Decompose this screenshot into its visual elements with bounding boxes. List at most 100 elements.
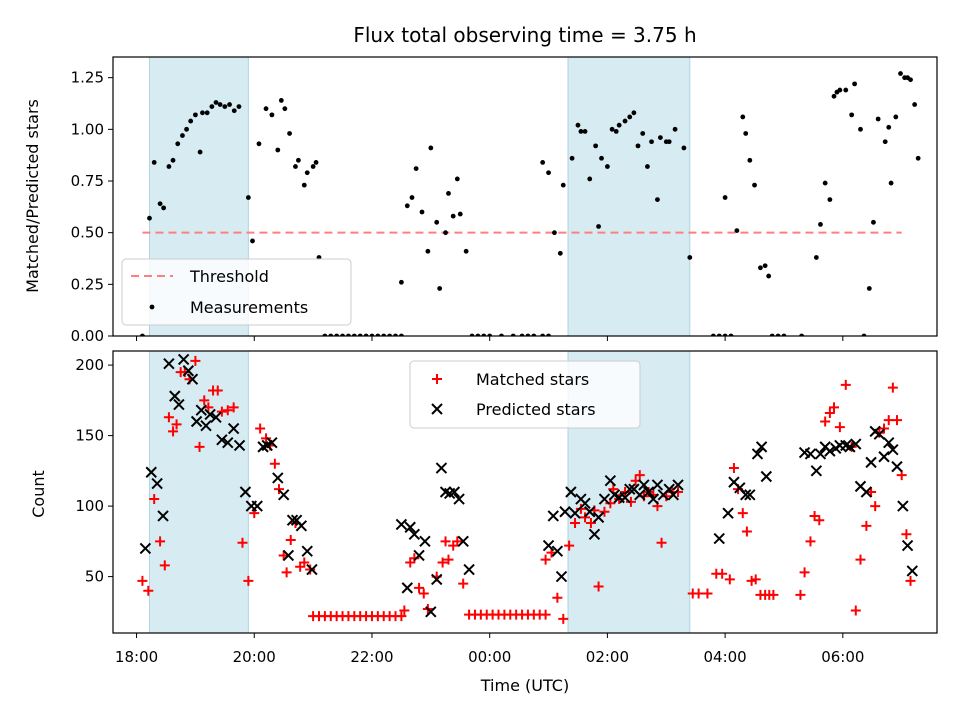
predicted-star-point bbox=[404, 521, 416, 533]
matched-star-point bbox=[599, 506, 610, 517]
bottom-y-tick-label: 100 bbox=[75, 497, 104, 515]
predicted-star-point bbox=[295, 520, 308, 532]
predicted-star-point bbox=[173, 398, 185, 411]
predicted-star-point bbox=[744, 489, 756, 501]
predicted-star-point bbox=[619, 491, 631, 504]
measurement-point bbox=[175, 141, 181, 147]
matched-star-point bbox=[814, 515, 825, 526]
measurement-point bbox=[852, 81, 857, 87]
measurement-point bbox=[613, 129, 619, 134]
predicted-star-point bbox=[824, 445, 836, 457]
measurement-point bbox=[227, 102, 232, 107]
matched-star-point bbox=[243, 575, 254, 586]
matched-star-point bbox=[634, 470, 645, 481]
matched-star-point bbox=[580, 512, 591, 523]
measurement-point bbox=[546, 170, 551, 176]
measurement-point bbox=[616, 122, 622, 128]
predicted-star-point bbox=[547, 510, 559, 522]
top-y-tick-label: 0.00 bbox=[71, 327, 104, 345]
measurement-point bbox=[866, 286, 872, 291]
predicted-star-point bbox=[157, 510, 169, 522]
measurement-point bbox=[849, 112, 855, 118]
matched-star-point bbox=[879, 423, 890, 434]
matched-star-point bbox=[593, 581, 604, 592]
top-series-measurements bbox=[140, 71, 921, 336]
predicted-star-point bbox=[559, 506, 571, 518]
matched-star-point bbox=[905, 575, 916, 586]
predicted-star-point bbox=[395, 518, 408, 531]
matched-star-point bbox=[824, 408, 835, 419]
measurement-point bbox=[313, 160, 319, 165]
measurement-point bbox=[180, 133, 185, 138]
matched-star-point bbox=[440, 536, 451, 547]
measurement-point bbox=[428, 145, 434, 151]
measurement-point bbox=[166, 164, 172, 169]
measurement-point bbox=[645, 164, 650, 169]
measurement-point bbox=[204, 110, 210, 116]
predicted-star-point bbox=[569, 507, 581, 519]
matched-star-point bbox=[724, 574, 735, 585]
top-legend: Threshold Measurements bbox=[121, 258, 352, 326]
predicted-star-point bbox=[457, 535, 469, 548]
predicted-star-point bbox=[598, 493, 611, 505]
predicted-star-point bbox=[860, 486, 873, 498]
predicted-star-point bbox=[301, 545, 313, 557]
predicted-star-point bbox=[177, 353, 190, 366]
matched-star-point bbox=[443, 554, 454, 565]
measurement-point bbox=[657, 135, 663, 141]
predicted-star-point bbox=[897, 500, 909, 512]
predicted-star-point bbox=[186, 373, 199, 385]
measurement-point bbox=[275, 147, 281, 153]
measurement-point bbox=[888, 180, 894, 186]
top-y-tick-label: 1.25 bbox=[71, 69, 104, 87]
matched-star-point bbox=[901, 529, 912, 540]
measurement-point bbox=[250, 238, 255, 244]
predicted-star-point bbox=[431, 573, 443, 586]
measurement-point bbox=[687, 255, 693, 260]
predicted-star-point bbox=[713, 532, 725, 545]
matched-star-point bbox=[269, 458, 280, 469]
top-shaded-span bbox=[567, 57, 691, 336]
measurement-point bbox=[446, 191, 451, 196]
matched-star-point bbox=[558, 613, 569, 624]
matched-star-point bbox=[299, 557, 310, 568]
predicted-star-point bbox=[883, 436, 895, 449]
matched-star-point bbox=[805, 536, 816, 547]
matched-star-point bbox=[564, 540, 575, 551]
bottom-legend-box bbox=[409, 360, 641, 429]
predicted-star-point bbox=[182, 365, 195, 377]
predicted-star-point bbox=[844, 441, 856, 453]
measurement-point bbox=[147, 215, 152, 221]
x-tick-label: 18:00 bbox=[115, 648, 158, 666]
measurement-point bbox=[740, 114, 746, 120]
measurement-point bbox=[837, 87, 843, 93]
predicted-star-point bbox=[216, 434, 228, 446]
x-tick-label: 00:00 bbox=[468, 648, 511, 666]
predicted-star-point bbox=[873, 428, 886, 440]
predicted-star-point bbox=[282, 549, 295, 562]
matched-star-point bbox=[418, 588, 429, 599]
predicted-star-point bbox=[887, 443, 899, 456]
x-tick-label: 20:00 bbox=[233, 648, 276, 666]
matched-star-point bbox=[717, 568, 728, 579]
matched-star-point bbox=[575, 503, 586, 514]
matched-star-point bbox=[750, 574, 761, 585]
matched-star-point bbox=[149, 494, 160, 505]
predicted-star-point bbox=[663, 483, 675, 495]
legend-matched-label: Matched stars bbox=[476, 370, 589, 389]
measurement-point bbox=[635, 143, 641, 149]
matched-star-point bbox=[255, 423, 266, 434]
predicted-star-point bbox=[740, 489, 752, 501]
predicted-star-point bbox=[453, 493, 465, 505]
predicted-star-point bbox=[901, 539, 914, 552]
top-panel: 0.00 0.25 0.50 0.75 1.00 1.25 Threshold Measure… bbox=[71, 56, 938, 345]
measurement-point bbox=[762, 263, 768, 269]
measurement-point bbox=[404, 203, 410, 209]
predicted-star-point bbox=[145, 466, 157, 478]
measurement-point bbox=[540, 160, 546, 165]
predicted-star-point bbox=[190, 415, 203, 428]
matched-star-point bbox=[656, 537, 667, 548]
predicted-star-point bbox=[195, 404, 207, 416]
predicted-star-point bbox=[233, 439, 246, 452]
predicted-star-point bbox=[642, 486, 655, 498]
